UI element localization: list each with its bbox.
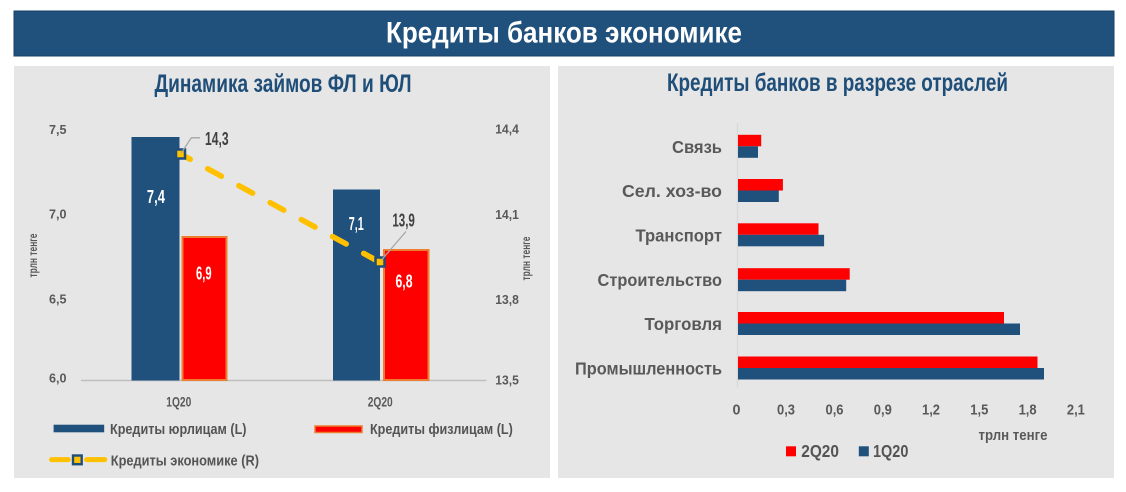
svg-text:Торговля: Торговля: [645, 314, 723, 334]
svg-text:Строительство: Строительство: [598, 270, 723, 290]
svg-text:13,9: 13,9: [392, 211, 415, 231]
svg-text:трлн тенге: трлн тенге: [979, 427, 1048, 444]
svg-text:6,5: 6,5: [49, 292, 67, 307]
svg-text:Кредиты банков в разрезе отрас: Кредиты банков в разрезе отраслей: [667, 69, 1008, 97]
svg-text:0,3: 0,3: [777, 403, 795, 419]
svg-text:1,5: 1,5: [970, 403, 988, 419]
svg-text:6,8: 6,8: [396, 272, 413, 292]
svg-text:0,9: 0,9: [874, 403, 892, 419]
svg-text:Кредиты банков экономике: Кредиты банков экономике: [386, 17, 742, 50]
svg-text:Связь: Связь: [672, 137, 722, 157]
svg-text:Сел. хоз-во: Сел. хоз-во: [622, 181, 722, 201]
svg-text:7,0: 7,0: [49, 207, 67, 222]
svg-text:2,1: 2,1: [1067, 403, 1085, 419]
svg-text:13,5: 13,5: [495, 373, 519, 388]
svg-text:1,2: 1,2: [922, 403, 940, 419]
svg-text:7,1: 7,1: [349, 214, 364, 234]
svg-text:2Q20: 2Q20: [368, 394, 393, 410]
svg-text:трлн тенге: трлн тенге: [519, 236, 533, 280]
svg-text:14,4: 14,4: [495, 121, 519, 136]
svg-text:1,8: 1,8: [1019, 403, 1037, 419]
svg-text:7,5: 7,5: [49, 122, 67, 137]
svg-text:14,1: 14,1: [495, 207, 519, 222]
svg-text:13,8: 13,8: [495, 292, 519, 307]
svg-text:14,3: 14,3: [205, 129, 229, 149]
svg-text:трлн тенге: трлн тенге: [26, 233, 40, 277]
svg-text:0: 0: [733, 403, 741, 419]
svg-text:1Q20: 1Q20: [166, 394, 191, 410]
svg-text:1Q20: 1Q20: [873, 441, 909, 461]
svg-text:Транспорт: Транспорт: [636, 225, 723, 245]
svg-text:Кредиты экономике (R): Кредиты экономике (R): [111, 453, 259, 470]
svg-text:2Q20: 2Q20: [801, 441, 839, 461]
svg-text:0,6: 0,6: [826, 403, 844, 419]
svg-text:6,9: 6,9: [196, 263, 212, 283]
svg-text:Динамика займов ФЛ и ЮЛ: Динамика займов ФЛ и ЮЛ: [155, 70, 412, 98]
svg-text:Кредиты юрлицам (L): Кредиты юрлицам (L): [110, 421, 247, 438]
svg-text:7,4: 7,4: [147, 187, 165, 207]
svg-text:Кредиты физлицам (L): Кредиты физлицам (L): [370, 421, 513, 438]
svg-text:Промышленность: Промышленность: [575, 359, 722, 379]
svg-text:6,0: 6,0: [49, 371, 67, 386]
